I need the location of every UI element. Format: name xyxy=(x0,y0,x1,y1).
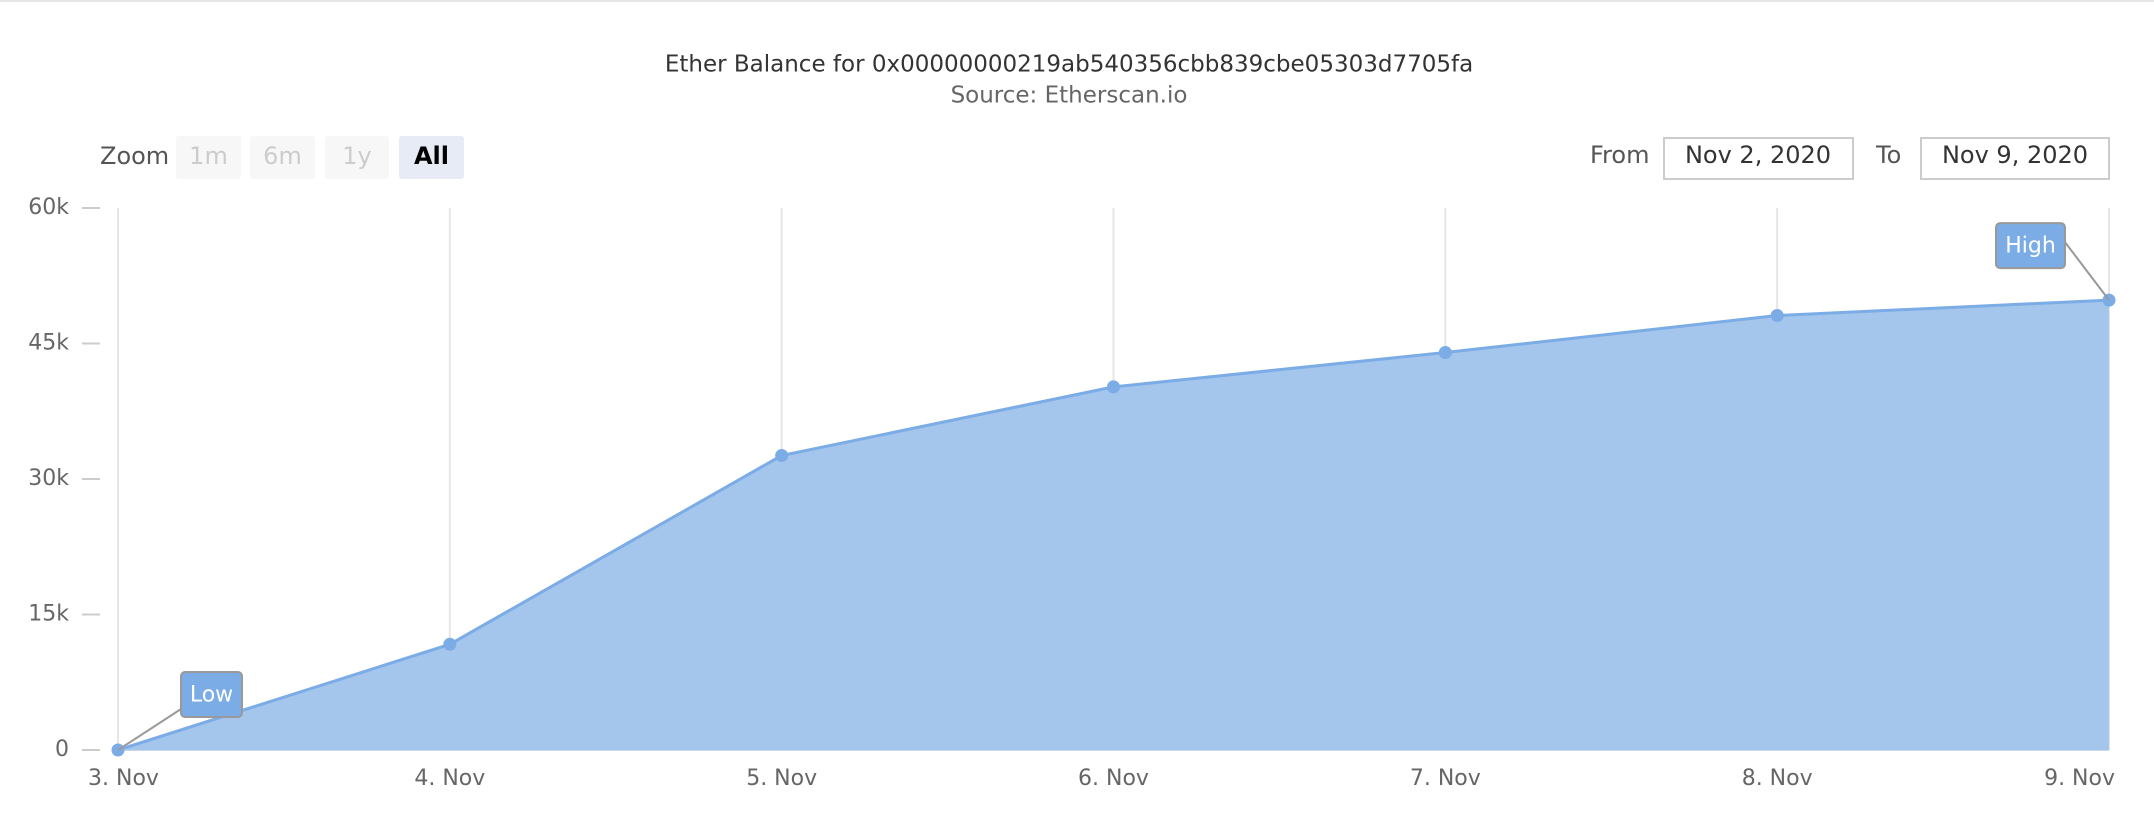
zoom-button-label[interactable]: 1m xyxy=(189,142,228,170)
from-input[interactable] xyxy=(1663,137,1854,180)
y-tick-label: 0 xyxy=(55,737,69,762)
data-point xyxy=(443,637,457,651)
chart-subtitle: Source: Etherscan.io xyxy=(951,83,1188,109)
data-point xyxy=(775,449,789,463)
zoom-button[interactable] xyxy=(250,136,315,179)
x-tick-label: 9. Nov xyxy=(2044,766,2115,791)
annotation-label: High xyxy=(2005,234,2056,259)
from-label: From xyxy=(1590,141,1649,169)
y-tick-label: 60k xyxy=(28,195,69,220)
x-tick-label: 4. Nov xyxy=(414,766,485,791)
zoom-button[interactable] xyxy=(399,136,464,179)
y-tick-label: 30k xyxy=(28,466,69,491)
zoom-button[interactable] xyxy=(325,136,389,179)
zoom-button-label[interactable]: All xyxy=(414,142,449,170)
annotation-connector xyxy=(117,708,182,751)
x-tick-label: 7. Nov xyxy=(1410,766,1481,791)
zoom-button-label[interactable]: 6m xyxy=(263,142,302,170)
to-value[interactable]: Nov 9, 2020 xyxy=(1942,141,2088,169)
annotation-label: Low xyxy=(190,683,233,708)
annotation-box xyxy=(1995,222,2066,270)
area-fill xyxy=(118,300,2109,750)
zoom-button[interactable] xyxy=(176,136,241,179)
x-tick-label: 5. Nov xyxy=(746,766,817,791)
data-point xyxy=(1107,380,1120,394)
annotation-connector xyxy=(2064,241,2110,301)
chart-title: Ether Balance for 0x00000000219ab540356c… xyxy=(665,52,1473,78)
y-tick-label: 15k xyxy=(28,602,69,627)
to-input[interactable] xyxy=(1920,137,2110,180)
data-point xyxy=(1770,308,1784,322)
y-tick-label: 45k xyxy=(28,331,69,356)
to-label: To xyxy=(1875,141,1901,169)
from-value[interactable]: Nov 2, 2020 xyxy=(1685,141,1831,169)
x-tick-label: 6. Nov xyxy=(1078,766,1149,791)
x-tick-label: 8. Nov xyxy=(1742,766,1813,791)
zoom-label: Zoom xyxy=(100,142,169,170)
data-point xyxy=(1438,346,1452,360)
annotation-box xyxy=(180,671,243,718)
x-tick-label: 3. Nov xyxy=(88,766,159,791)
zoom-button-label[interactable]: 1y xyxy=(342,142,371,170)
